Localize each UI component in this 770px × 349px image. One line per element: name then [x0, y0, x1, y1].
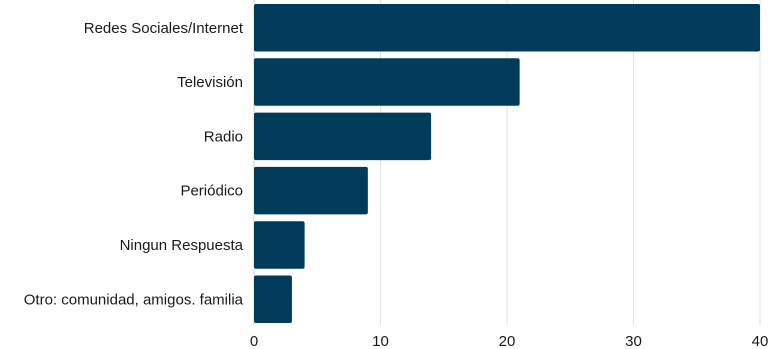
x-tick-label: 40	[752, 333, 769, 349]
category-label: Ningun Respuesta	[120, 237, 244, 254]
category-labels: Redes Sociales/Internet Televisión Radio Pe…	[24, 20, 244, 309]
bar-2	[254, 58, 520, 106]
x-tick-label: 10	[372, 333, 389, 349]
bar-3	[254, 112, 432, 161]
category-label: Periódico	[180, 183, 243, 200]
bar-1	[254, 4, 760, 52]
category-label: Radio	[204, 128, 243, 145]
bar-4	[254, 166, 368, 215]
bar-6	[254, 275, 292, 323]
category-label: Televisión	[177, 74, 243, 91]
x-tick-labels: 0 10 20 30 40	[250, 333, 769, 349]
x-tick-label: 0	[250, 333, 258, 349]
gridlines	[253, 0, 761, 325]
bar-5	[254, 221, 305, 269]
category-label: Redes Sociales/Internet	[84, 20, 244, 37]
category-label: Otro: comunidad, amigos. familia	[24, 291, 244, 308]
x-tick-label: 30	[625, 333, 642, 349]
x-tick-label: 20	[499, 333, 516, 349]
bars	[254, 4, 760, 323]
